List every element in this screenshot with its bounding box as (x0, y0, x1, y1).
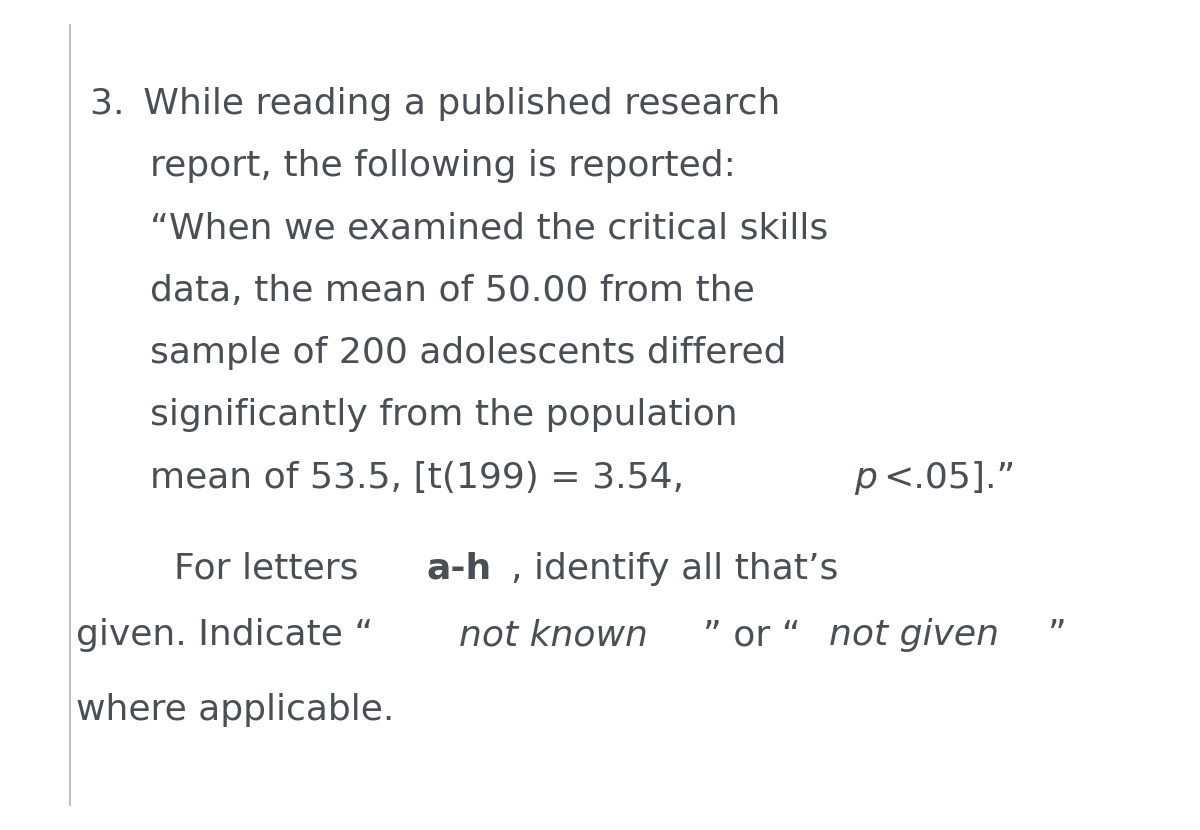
Text: data, the mean of 50.00 from the: data, the mean of 50.00 from the (150, 274, 755, 308)
Text: sample of 200 adolescents differed: sample of 200 adolescents differed (150, 336, 786, 370)
Text: For letters: For letters (174, 552, 370, 586)
Text: p: p (854, 461, 877, 495)
Text: report, the following is reported:: report, the following is reported: (150, 149, 736, 183)
Text: a-h: a-h (427, 552, 492, 586)
Text: given. Indicate “: given. Indicate “ (76, 618, 373, 652)
Text: <.05].”: <.05].” (883, 461, 1015, 495)
Text: “When we examined the critical skills: “When we examined the critical skills (150, 212, 828, 246)
Text: , identify all that’s: , identify all that’s (511, 552, 839, 586)
Text: ”: ” (1048, 618, 1067, 652)
Text: significantly from the population: significantly from the population (150, 398, 738, 432)
Text: mean of 53.5, [t(199) = 3.54,: mean of 53.5, [t(199) = 3.54, (150, 461, 696, 495)
Text: ” or “: ” or “ (703, 618, 800, 652)
Text: not known: not known (460, 618, 648, 652)
Text: not given: not given (829, 618, 998, 652)
Text: where applicable.: where applicable. (76, 693, 394, 727)
Text: 3.  While reading a published research: 3. While reading a published research (90, 87, 780, 121)
